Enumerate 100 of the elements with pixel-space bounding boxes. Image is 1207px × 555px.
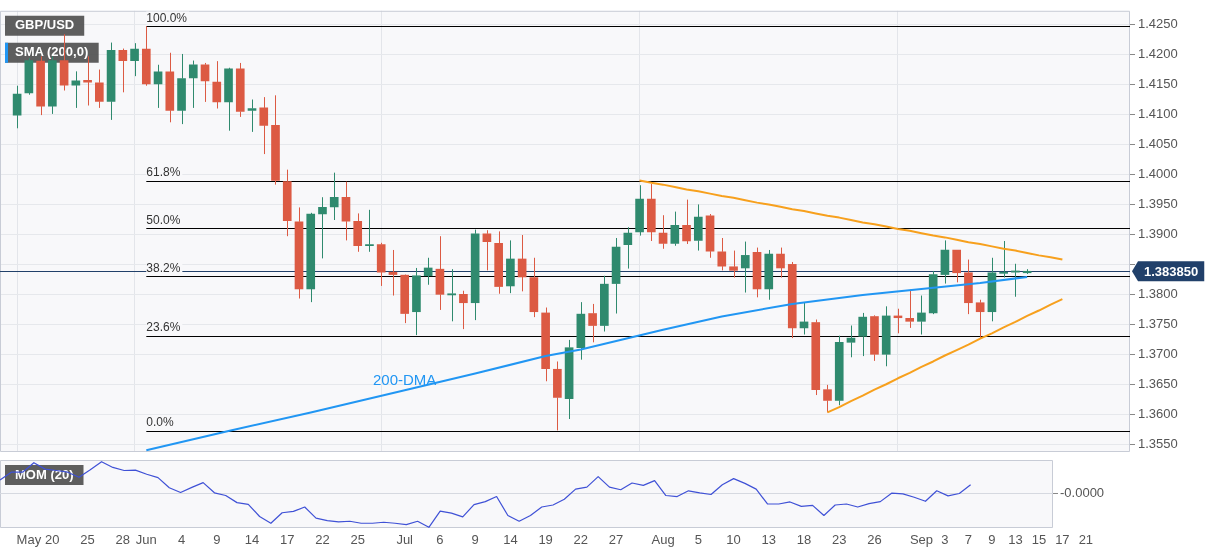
candlestick — [365, 209, 374, 253]
candlestick — [658, 214, 668, 250]
x-tick-label: 5 — [694, 532, 702, 548]
candlestick — [917, 295, 926, 336]
candlestick — [95, 69, 104, 109]
candlestick — [447, 268, 456, 322]
candlestick — [306, 213, 316, 303]
candlestick — [881, 305, 891, 367]
candlestick — [224, 68, 233, 132]
x-tick-label: Jul — [396, 532, 414, 548]
x-tick-label: 13 — [761, 532, 776, 548]
y-tick-label: 1.3800 — [1138, 285, 1178, 301]
candlestick — [529, 257, 539, 318]
candlestick — [576, 301, 586, 361]
candlestick — [212, 60, 222, 110]
candlestick — [670, 211, 680, 247]
x-tick-label: 21 — [1078, 532, 1094, 548]
candlestick — [188, 60, 198, 109]
x-tick-label: 10 — [726, 532, 741, 548]
x-tick-label: Jun — [135, 532, 157, 548]
y-tick-label: 1.4200 — [1138, 46, 1178, 62]
x-tick-label: 9 — [988, 532, 996, 548]
candlestick — [729, 250, 738, 279]
candlestick — [611, 237, 621, 315]
x-tick-label: 14 — [244, 532, 260, 548]
x-tick-label: 18 — [796, 532, 812, 548]
candlestick — [24, 57, 34, 96]
candlestick — [165, 52, 175, 123]
candlestick — [740, 241, 750, 294]
candlestick — [999, 240, 1008, 279]
candlestick — [553, 360, 562, 431]
candlestick — [294, 206, 304, 300]
candlestick — [459, 290, 468, 330]
ref-line-label: -0.0000 — [1060, 485, 1105, 501]
x-tick-label: 20 — [45, 532, 60, 548]
annotation: 200-DMA — [373, 370, 437, 388]
x-tick-label: Aug — [651, 532, 675, 548]
x-tick-label: 19 — [538, 532, 553, 548]
annotation: 23.6% — [146, 320, 181, 335]
y-tick-label: 1.4100 — [1138, 106, 1178, 122]
candlestick — [247, 99, 257, 133]
candlestick — [682, 199, 691, 245]
x-tick-label: 27 — [608, 532, 624, 548]
y-tick-label: 1.3950 — [1138, 196, 1178, 211]
candlestick — [259, 96, 269, 155]
candlestick — [141, 25, 151, 87]
candlestick — [541, 307, 550, 382]
x-tick-label: 3 — [941, 532, 949, 548]
y-tick-label: 1.3900 — [1138, 225, 1178, 241]
y-tick-label: 1.4000 — [1138, 166, 1178, 182]
candlestick — [130, 42, 139, 77]
x-tick-label: 14 — [503, 532, 518, 548]
annotation: 100.0% — [146, 10, 188, 25]
candlestick — [400, 274, 410, 324]
candlestick — [412, 267, 421, 336]
x-tick-label: 23 — [832, 532, 847, 548]
candlestick — [470, 229, 480, 321]
candlestick — [388, 249, 398, 297]
candlestick — [506, 239, 515, 294]
candlestick — [118, 48, 128, 93]
candlestick — [353, 212, 363, 253]
candlestick — [482, 229, 492, 271]
x-tick-label: 25 — [350, 532, 365, 548]
x-tick-label: 6 — [436, 532, 444, 548]
text: GBP/USD — [15, 17, 75, 33]
candlestick — [423, 257, 433, 286]
chart-title: MOM (20) — [15, 466, 74, 482]
x-tick-label: 17 — [280, 532, 295, 548]
candlestick — [846, 325, 856, 358]
candlestick — [588, 303, 597, 343]
candlestick — [858, 312, 868, 357]
candlestick — [952, 249, 962, 283]
x-tick-label: 4 — [177, 532, 186, 548]
x-tick-label: 7 — [964, 532, 973, 548]
candlestick — [905, 289, 915, 329]
annotation: 38.2% — [146, 260, 181, 275]
candlestick — [271, 94, 280, 186]
candlestick — [975, 299, 985, 339]
y-tick-label: 1.3650 — [1138, 375, 1178, 391]
y-tick-label: 1.3550 — [1138, 435, 1178, 451]
annotation: 50.0% — [146, 212, 181, 227]
candlestick — [200, 62, 210, 103]
candlestick — [834, 335, 844, 406]
candlestick — [341, 181, 351, 241]
x-tick-label: 9 — [213, 532, 221, 548]
candlestick — [600, 275, 609, 333]
x-tick-label: 17 — [1055, 532, 1070, 548]
candlestick — [376, 242, 386, 287]
annotation: 0.0% — [146, 415, 174, 430]
x-tick-label: 26 — [867, 532, 882, 548]
candlestick — [235, 62, 245, 118]
candlestick — [36, 55, 45, 116]
candlestick — [177, 53, 186, 125]
candlestick — [646, 183, 656, 242]
candlestick — [787, 261, 797, 339]
x-tick-label: May — [16, 532, 42, 548]
y-tick-label: 1.3700 — [1138, 345, 1178, 361]
x-tick-label: 25 — [80, 532, 95, 548]
y-tick-label: 1.4050 — [1138, 136, 1178, 152]
candlestick — [435, 235, 445, 311]
